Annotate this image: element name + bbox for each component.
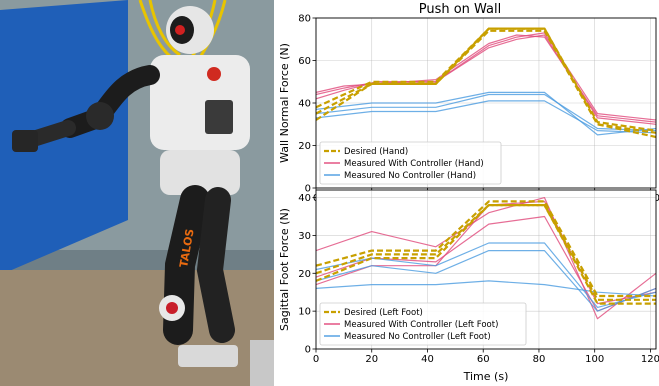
chart0-line-desired-hand <box>316 27 656 132</box>
chart0-line-measured-no-controller-hand <box>316 100 656 134</box>
chart1-x-axis-label: Time (s) <box>463 370 509 383</box>
chart1-series-group <box>316 197 656 320</box>
chart0-y-tick-label: 20 <box>298 141 311 152</box>
chart1-legend-label: Measured With Controller (Left Foot) <box>344 320 498 330</box>
chart0-frame <box>315 17 657 189</box>
chart1-line-measured-no-controller-left-foot <box>316 280 656 297</box>
chart0-y-tick-label: 0 <box>305 184 311 195</box>
chart1-legend-box <box>319 302 527 346</box>
chart1-y-axis-label: Sagittal Foot Force (N) <box>278 208 291 331</box>
chart0-y-tick-label: 80 <box>298 14 311 25</box>
charts-panel: Push on Wall 020406080100120020406080Wal… <box>278 2 659 383</box>
chart0-legend-label: Measured With Controller (Hand) <box>344 159 484 169</box>
chart1-line-measured-no-controller-left-foot <box>316 242 656 308</box>
chart0-legend: Desired (Hand) Measured With Controller (… <box>319 141 502 185</box>
chart0-line-measured-no-controller-hand <box>316 91 656 136</box>
wall-normal-force-plot: 020406080100120020406080Wall Normal Forc… <box>278 14 659 205</box>
chart1-x-tick-label: 100 <box>585 354 604 365</box>
chart1-frame <box>315 189 657 350</box>
chart1-y-tick-label: 30 <box>298 231 311 242</box>
chart1-line-measured-with-controller-left-foot <box>316 197 656 320</box>
chart1-x-tick-label: 40 <box>421 354 434 365</box>
chart1-legend-label: Measured No Controller (Left Foot) <box>344 332 491 342</box>
chart1-y-tick-label: 10 <box>298 307 311 318</box>
chart0-y-tick-label: 60 <box>298 56 311 67</box>
sagittal-foot-force-plot: 0 20 40 60 80 100 120 0 10 20 30 40 Sagittal Foot Fo… <box>278 189 659 383</box>
chart1-y-tick-label: 0 <box>305 345 311 356</box>
chart1-x-tick-label: 0 <box>313 354 319 365</box>
chart0-y-axis-label: Wall Normal Force (N) <box>278 43 291 163</box>
chart1-y-tick-label: 20 <box>298 269 311 280</box>
chart1-line-desired-left-foot <box>316 200 656 298</box>
chart1-x-tick-label: 120 <box>641 354 659 365</box>
chart1-x-tick-label: 20 <box>365 354 378 365</box>
chart1-x-tick-label: 60 <box>477 354 490 365</box>
chart1-line-desired-left-foot <box>316 204 656 301</box>
chart0-line-measured-no-controller-hand <box>316 93 656 132</box>
chart0-legend-box <box>319 141 502 185</box>
chart1-line-desired-left-foot <box>316 204 656 305</box>
chart1-x-tick-label: 80 <box>533 354 546 365</box>
chart1-y-tick-label: 40 <box>298 193 311 204</box>
chart0-line-measured-with-controller-hand <box>316 32 656 121</box>
chart0-legend-label: Desired (Hand) <box>344 147 408 157</box>
chart1-line-measured-no-controller-left-foot <box>316 250 656 312</box>
chart0-y-tick-label: 40 <box>298 99 311 110</box>
robot-photo: TALOS <box>0 0 274 386</box>
chart0-legend-label: Measured No Controller (Hand) <box>344 171 476 181</box>
chart1-legend: Desired (Left Foot) Measured With Control… <box>319 302 527 346</box>
floor-object <box>250 340 274 386</box>
chart0-series-group <box>316 27 656 139</box>
robot: TALOS <box>12 6 250 367</box>
chart1-legend-label: Desired (Left Foot) <box>344 308 423 318</box>
figure-title: Push on Wall <box>419 2 502 17</box>
